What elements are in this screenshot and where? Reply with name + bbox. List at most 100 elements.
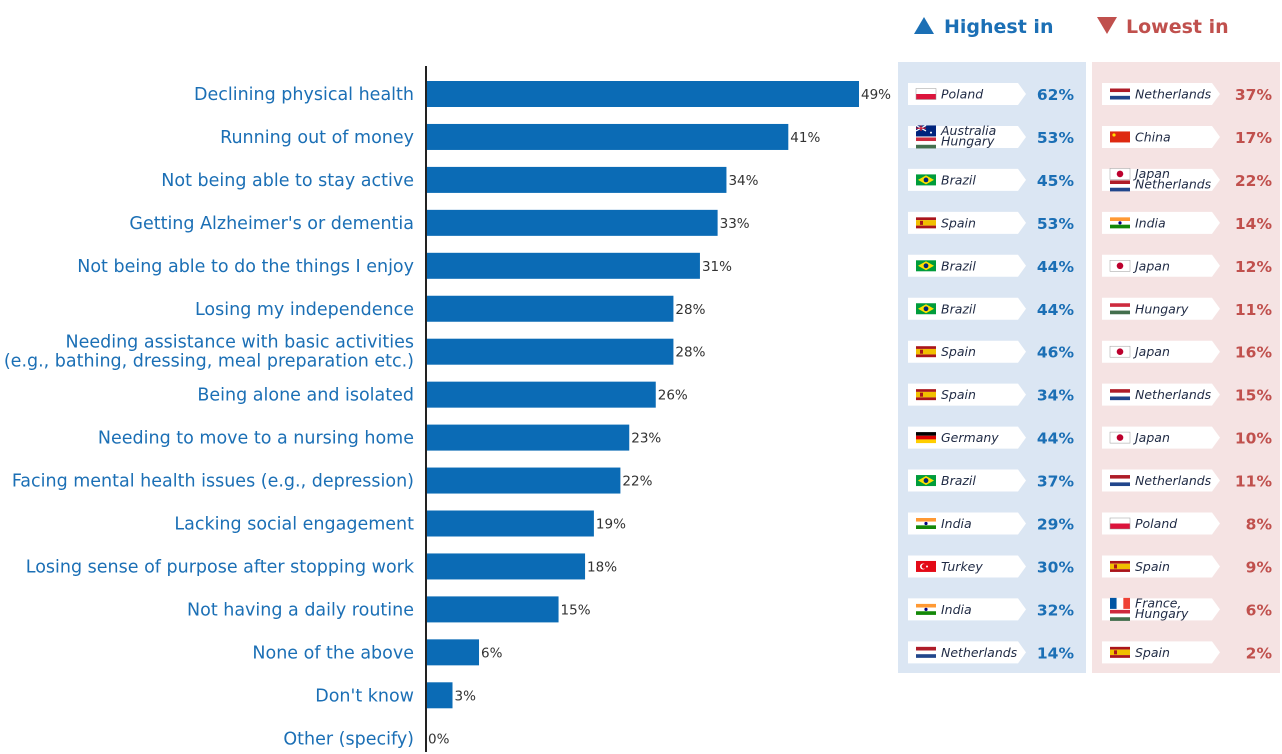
country-name: Spain — [1135, 645, 1170, 660]
country-name: Hungary — [1135, 301, 1189, 316]
lowest-value: 2% — [1246, 644, 1273, 662]
country-name: Poland — [1135, 516, 1177, 531]
lowest-row: Netherlands 11% — [1102, 470, 1272, 492]
value-label: 28% — [675, 345, 705, 361]
value-label: 31% — [702, 259, 732, 275]
china-flag-icon — [1110, 131, 1130, 142]
highest-row: Turkey 30% — [908, 555, 1074, 577]
highest-value: 32% — [1037, 601, 1075, 619]
spain-flag-icon — [916, 217, 936, 228]
lowest-row: Poland 8% — [1102, 513, 1272, 535]
brazil-flag-icon — [916, 303, 936, 314]
category-label: Other (specify) — [283, 729, 414, 749]
country-name: Japan — [1132, 344, 1170, 359]
triangle-down-icon — [1097, 17, 1117, 34]
lowest-row: Japan 10% — [1102, 427, 1272, 449]
highest-value: 62% — [1037, 86, 1075, 104]
highest-row: Spain 53% — [908, 212, 1074, 234]
germany-flag-icon — [916, 432, 936, 443]
highest-value: 44% — [1037, 430, 1075, 448]
highest-value: 44% — [1037, 258, 1075, 276]
lowest-value: 6% — [1246, 601, 1273, 619]
lowest-row: Spain 9% — [1102, 555, 1272, 577]
value-label: 41% — [790, 130, 820, 146]
lowest-row: Netherlands 37% — [1102, 83, 1272, 105]
netherlands-flag-icon — [916, 647, 936, 658]
category-label: Declining physical health — [194, 85, 414, 105]
highest-row: Spain 46% — [908, 341, 1074, 363]
highest-row: Netherlands 14% — [908, 641, 1074, 663]
bar — [426, 253, 700, 279]
value-label: 33% — [720, 216, 750, 232]
netherlands-flag-icon — [1110, 389, 1130, 400]
lowest-value: 8% — [1246, 516, 1273, 534]
highest-value: 29% — [1037, 516, 1075, 534]
bar — [426, 124, 788, 150]
japan-flag-icon — [1110, 432, 1130, 443]
bar — [426, 210, 718, 236]
country-name: Netherlands — [1135, 473, 1212, 488]
country-name: Spain — [941, 215, 976, 230]
netherlands-flag-icon — [1110, 89, 1130, 100]
category-label: Not being able to do the things I enjoy — [77, 257, 414, 277]
bar — [426, 339, 673, 365]
highest-value: 46% — [1037, 344, 1075, 362]
lowest-value: 17% — [1235, 129, 1273, 147]
triangle-up-icon — [914, 17, 934, 34]
bar — [426, 511, 594, 537]
category-label: Needing to move to a nursing home — [98, 429, 414, 449]
highest-row: India 29% — [908, 513, 1074, 535]
highest-value: 34% — [1037, 387, 1075, 405]
lowest-row: Japan 16% — [1102, 341, 1272, 363]
category-label: Lacking social engagement — [174, 515, 414, 535]
category-label: Needing assistance with basic activities… — [4, 333, 414, 372]
highest-row: Germany 44% — [908, 427, 1074, 449]
value-label: 22% — [622, 474, 652, 490]
lowest-row: China 17% — [1102, 126, 1272, 148]
category-label: None of the above — [252, 643, 414, 663]
spain-flag-icon — [916, 346, 936, 357]
value-label: 19% — [596, 517, 626, 533]
category-label: Being alone and isolated — [197, 386, 414, 406]
country-name: France, Hungary — [1135, 595, 1189, 621]
highest-value: 53% — [1037, 215, 1075, 233]
country-name: Brazil — [941, 258, 976, 273]
country-name: Brazil — [941, 172, 976, 187]
country-name: China — [1135, 129, 1171, 144]
country-name: India — [941, 516, 972, 531]
category-label: Don't know — [315, 686, 414, 706]
highest-value: 45% — [1037, 172, 1075, 190]
highest-row: Brazil 37% — [908, 470, 1074, 492]
country-name: Australia Hungary — [940, 123, 996, 149]
lowest-row: India 14% — [1102, 212, 1272, 234]
lowest-row: Hungary 11% — [1102, 298, 1272, 320]
lowest-panel — [1092, 62, 1280, 673]
brazil-flag-icon — [916, 174, 936, 185]
country-name: Japan — [1132, 430, 1170, 445]
spain-flag-icon — [916, 389, 936, 400]
highest-value: 30% — [1037, 558, 1075, 576]
value-label: 49% — [861, 87, 891, 103]
country-name: India — [1135, 215, 1166, 230]
value-label: 23% — [631, 431, 661, 447]
value-label: 34% — [728, 173, 758, 189]
bar — [426, 468, 620, 494]
country-name: Netherlands — [1135, 87, 1212, 102]
value-label: 15% — [561, 602, 591, 618]
country-name: Brazil — [941, 301, 976, 316]
india-flag-icon — [916, 518, 936, 529]
lowest-value: 9% — [1246, 558, 1273, 576]
lowest-row: Spain 2% — [1102, 641, 1272, 663]
value-label: 18% — [587, 559, 617, 575]
value-label: 28% — [675, 302, 705, 318]
bar — [426, 167, 726, 193]
lowest-value: 37% — [1235, 86, 1273, 104]
india-flag-icon — [1110, 217, 1130, 228]
category-label: Running out of money — [220, 128, 414, 148]
highest-value: 14% — [1037, 644, 1075, 662]
highest-value: 53% — [1037, 129, 1075, 147]
highest-row: Brazil 44% — [908, 255, 1074, 277]
category-label: Losing sense of purpose after stopping w… — [26, 557, 415, 577]
value-label: 26% — [658, 388, 688, 404]
